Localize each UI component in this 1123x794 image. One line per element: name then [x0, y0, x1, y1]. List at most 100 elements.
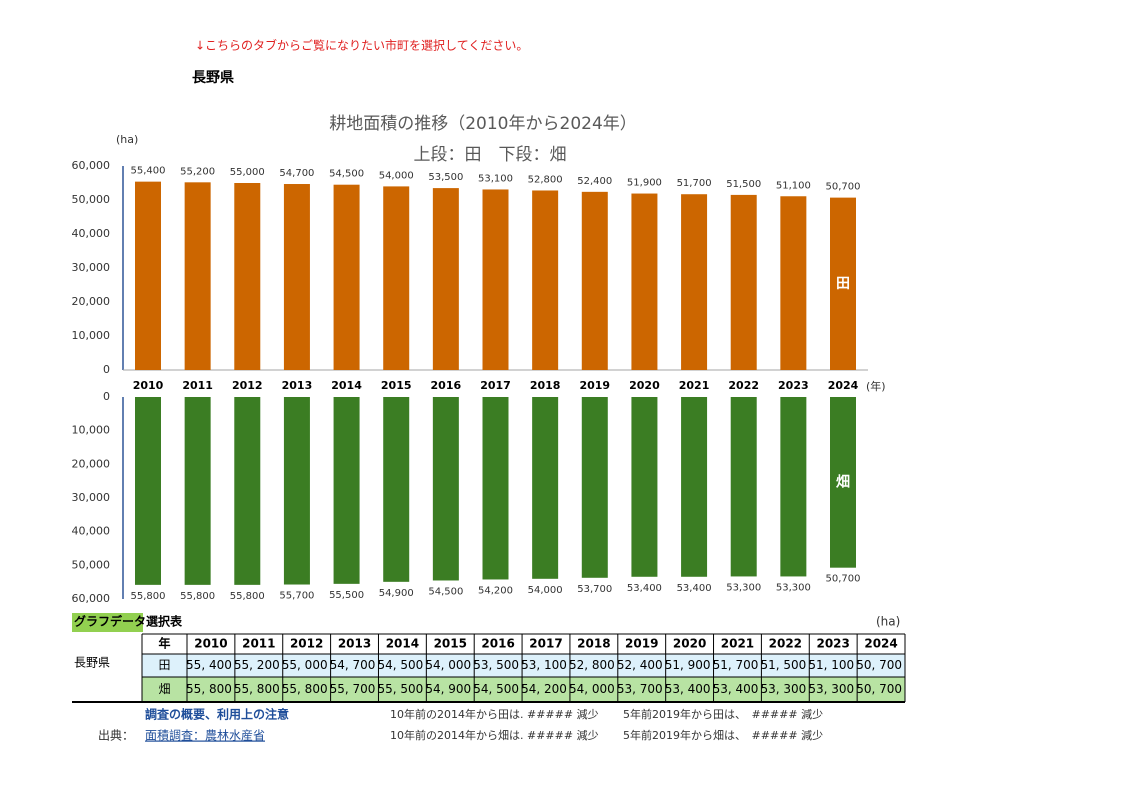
chart-title: 耕地面積の推移（2010年から2024年）: [329, 114, 637, 134]
chart-subtitle: 上段：田 下段：畑: [414, 145, 567, 165]
y-tick-label: 50,000: [72, 558, 111, 571]
bar: [780, 397, 807, 577]
y-tick-label: 30,000: [72, 261, 111, 274]
y-axis-label: (ha): [116, 133, 138, 146]
table-header: 2011: [242, 637, 275, 651]
value-label: 51,100: [776, 180, 811, 191]
value-label: 52,400: [577, 176, 612, 187]
table-cell: 54, 000: [425, 658, 471, 672]
bar: [234, 397, 261, 585]
value-label: 51,900: [627, 178, 662, 189]
table-header: 2013: [338, 637, 371, 651]
note: 5年前2019年から畑は、 ##### 減少: [623, 728, 823, 742]
value-label: 50,700: [826, 574, 861, 585]
bar: [780, 196, 807, 370]
bar: [432, 188, 459, 370]
table-title: グラフデータ選択表: [74, 614, 183, 629]
x-tick-label: 2022: [728, 379, 759, 392]
value-label: 54,500: [329, 169, 364, 180]
table-cell: 50, 700: [856, 682, 902, 696]
bar: [631, 193, 658, 370]
table-cell: 51, 900: [665, 658, 711, 672]
bar: [830, 197, 856, 370]
value-label: 55,800: [131, 591, 166, 602]
value-label: 55,400: [131, 166, 166, 177]
row-bg: [142, 654, 905, 677]
bar: [581, 191, 608, 370]
bar: [730, 194, 757, 370]
table-title-bg: [72, 613, 143, 632]
bar: [681, 397, 708, 577]
table-cell: 田: [158, 658, 170, 672]
table-header: 年: [158, 636, 170, 651]
table-cell: 54, 000: [569, 682, 615, 696]
bar: [482, 189, 509, 370]
bar: [681, 194, 708, 370]
y-tick-label: 60,000: [72, 159, 111, 172]
y-tick-label: 0: [103, 363, 110, 376]
table-header: 2012: [290, 637, 323, 651]
value-label: 53,400: [677, 583, 712, 594]
x-tick-label: 2012: [232, 379, 263, 392]
table-header: 2023: [816, 637, 849, 651]
table-cell: 53, 500: [473, 658, 519, 672]
value-label: 55,800: [230, 591, 265, 602]
bar: [283, 397, 310, 585]
row-bg: [142, 677, 905, 702]
table-cell: 51, 500: [760, 658, 806, 672]
x-tick-label: 2019: [579, 379, 610, 392]
table-cell: 55, 800: [186, 682, 232, 696]
table-cell: 55, 500: [378, 682, 424, 696]
bar: [730, 397, 757, 577]
bar: [333, 184, 360, 370]
bar: [383, 397, 410, 582]
value-label: 55,200: [180, 166, 215, 177]
value-label: 54,200: [478, 585, 513, 596]
row-bg: [142, 634, 905, 654]
bar: [383, 186, 410, 370]
y-tick-label: 0: [103, 390, 110, 403]
y-tick-label: 10,000: [72, 329, 111, 342]
table-header: 2014: [386, 637, 419, 651]
table-cell: 54, 700: [330, 658, 376, 672]
source-label: 出典：: [98, 729, 134, 743]
overview-link[interactable]: 調査の概要、利用上の注意: [145, 707, 289, 722]
table-cell: 51, 100: [808, 658, 854, 672]
value-label: 51,500: [726, 179, 761, 190]
value-label: 55,800: [180, 591, 215, 602]
bar: [482, 397, 509, 580]
table-header: 2018: [577, 637, 610, 651]
x-tick-label: 2011: [182, 379, 213, 392]
source-link[interactable]: 面積調査：農林水産省: [145, 728, 265, 743]
table-cell: 55, 800: [282, 682, 328, 696]
table-cell: 52, 800: [569, 658, 615, 672]
x-tick-label: 2023: [778, 379, 809, 392]
table-cell: 53, 700: [617, 682, 663, 696]
value-label: 54,000: [528, 585, 563, 596]
bar: [184, 397, 211, 585]
bar: [135, 181, 161, 370]
value-label: 54,900: [379, 588, 414, 599]
table-cell: 54, 500: [378, 658, 424, 672]
value-label: 53,500: [428, 172, 463, 183]
bar: [234, 183, 261, 370]
table-cell: 55, 400: [186, 658, 232, 672]
bar: [581, 397, 608, 578]
bar: [184, 182, 211, 370]
table-cell: 51, 700: [713, 658, 759, 672]
table-cell: 54, 200: [521, 682, 567, 696]
y-tick-label: 50,000: [72, 193, 111, 206]
x-tick-label: 2015: [381, 379, 412, 392]
note: 10年前の2014年から田は. ##### 減少: [390, 707, 599, 721]
value-label: 53,700: [577, 584, 612, 595]
value-label: 54,000: [379, 170, 414, 181]
y-tick-label: 60,000: [72, 592, 111, 605]
bar: [432, 397, 459, 581]
table-header: 2021: [721, 637, 754, 651]
table-cell: 53, 300: [808, 682, 854, 696]
value-label: 54,700: [279, 168, 314, 179]
y-tick-label: 40,000: [72, 525, 111, 538]
value-label: 51,700: [677, 178, 712, 189]
x-tick-label: 2013: [282, 379, 313, 392]
